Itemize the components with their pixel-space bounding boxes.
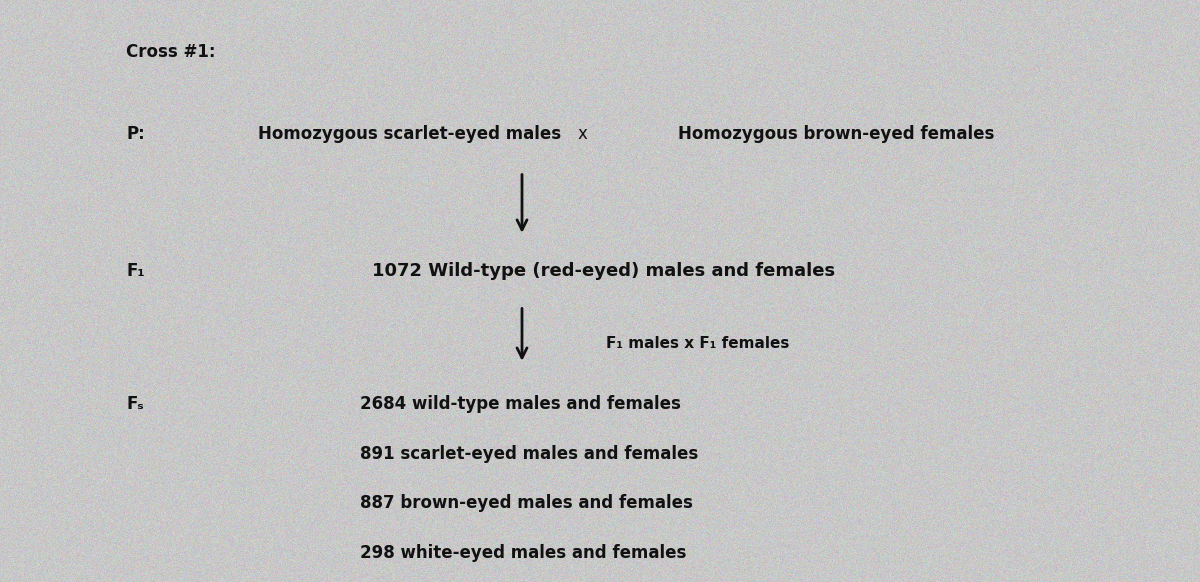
Text: Homozygous scarlet-eyed males: Homozygous scarlet-eyed males	[258, 125, 562, 143]
Text: Fₛ: Fₛ	[126, 396, 144, 413]
Text: Cross #1:: Cross #1:	[126, 44, 216, 61]
Text: 887 brown-eyed males and females: 887 brown-eyed males and females	[360, 495, 692, 512]
Text: 1072 Wild-type (red-eyed) males and females: 1072 Wild-type (red-eyed) males and fema…	[372, 262, 835, 279]
Text: Homozygous brown-eyed females: Homozygous brown-eyed females	[678, 125, 995, 143]
Text: 298 white-eyed males and females: 298 white-eyed males and females	[360, 544, 686, 562]
Text: x: x	[577, 125, 587, 143]
Text: P:: P:	[126, 125, 145, 143]
Text: 2684 wild-type males and females: 2684 wild-type males and females	[360, 396, 680, 413]
Text: 891 scarlet-eyed males and females: 891 scarlet-eyed males and females	[360, 445, 698, 463]
Text: F₁ males x F₁ females: F₁ males x F₁ females	[606, 336, 790, 351]
Text: F₁: F₁	[126, 262, 145, 279]
